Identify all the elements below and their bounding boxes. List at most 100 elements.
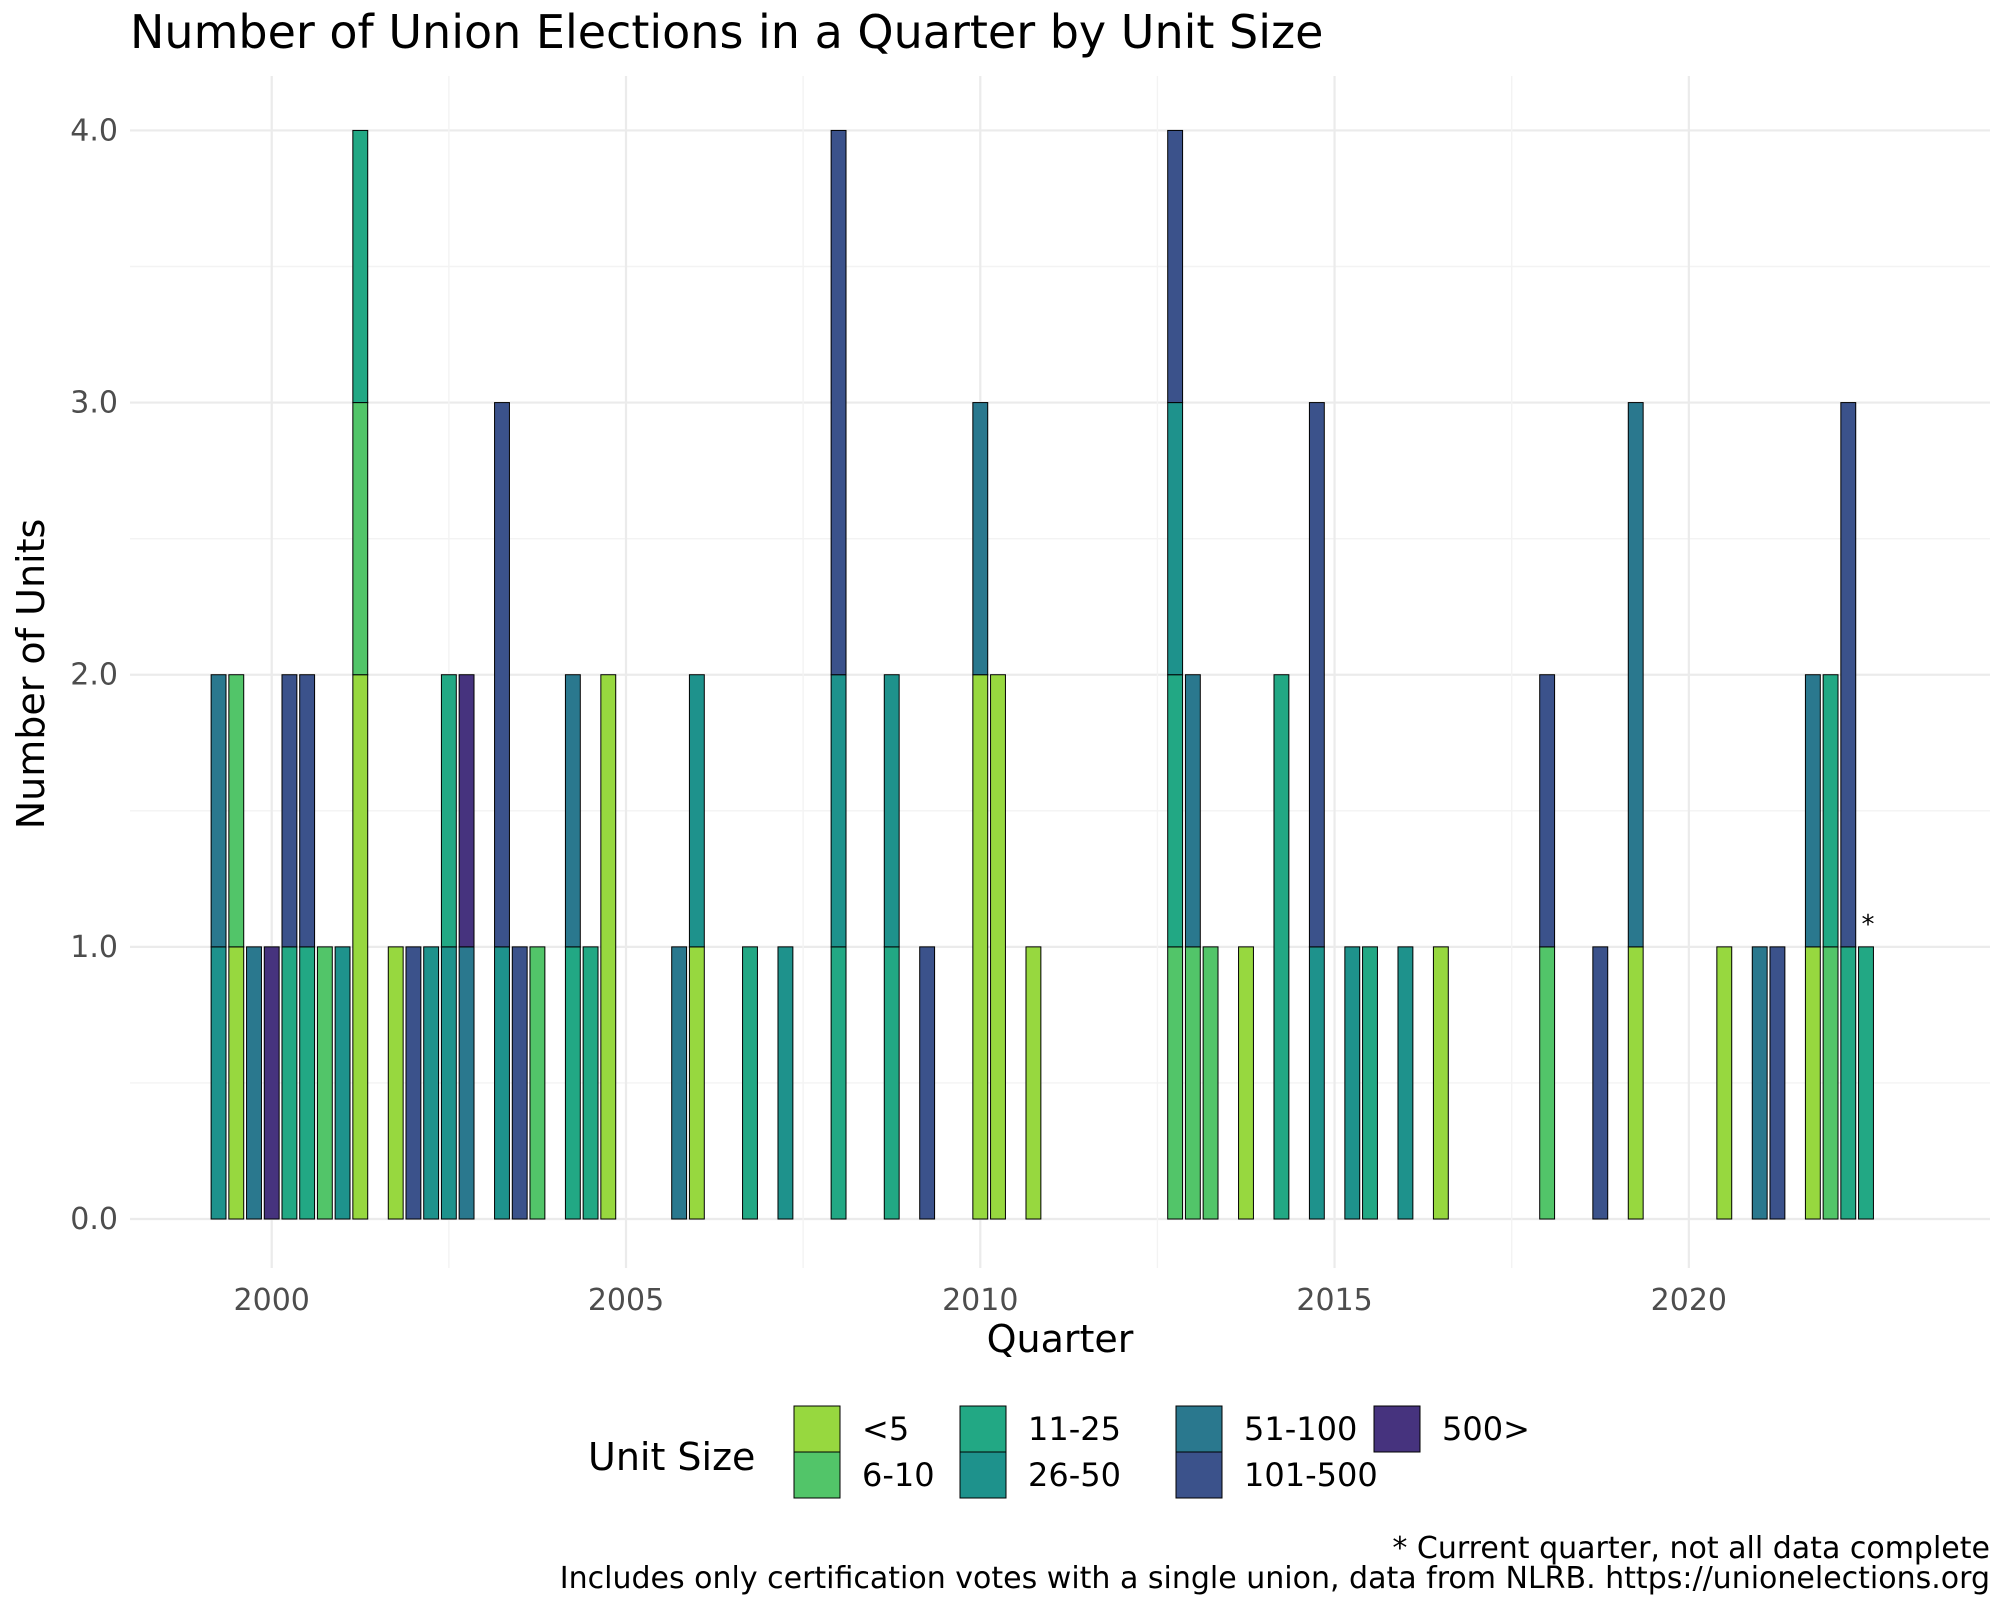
bar-segment [1167,674,1184,948]
bar-segment [1840,402,1857,948]
bar-segment [1397,946,1414,1220]
bar-segment [582,946,599,1220]
current-quarter-annotation: * [1862,910,1875,940]
bar-segment [600,674,617,1220]
legend-label: 26-50 [1028,1456,1121,1494]
bar-segment [972,402,989,676]
y-axis-ticks: 0.0 1.0 2.0 3.0 4.0 [70,113,118,1237]
bar-segment [1751,946,1768,1220]
bar-segment [990,674,1006,1220]
bar-segment [1184,674,1201,948]
bar-segment [1627,402,1644,948]
bar-segment [1840,946,1857,1220]
x-tick-label: 2020 [1651,1283,1727,1318]
bar-segment [1716,946,1733,1220]
bar-segment [1627,946,1644,1220]
caption-current-quarter: * Current quarter, not all data complete [1392,1531,1990,1566]
bar-segment [1344,946,1361,1220]
x-tick-label: 2010 [942,1283,1018,1318]
legend-label: 101-500 [1244,1456,1378,1494]
x-axis-ticks: 2000 2005 2010 2015 2020 [234,1283,1728,1318]
bar-segment [228,946,245,1220]
bar-segment [281,674,298,948]
y-tick-label: 4.0 [70,113,118,148]
legend-label: 51-100 [1244,1410,1357,1448]
bar-segment [511,946,528,1220]
bar-segment [263,946,280,1220]
x-tick-label: 2015 [1296,1283,1372,1318]
legend-swatch [793,1405,841,1453]
legend-label: <5 [862,1410,909,1448]
legend-swatch [959,1405,1007,1453]
bar-segment [1238,946,1254,1220]
bar-segment [1804,674,1821,948]
legend-label: 500> [1442,1410,1530,1448]
bar-segment [1184,946,1201,1220]
bar-segment [387,946,404,1220]
bar-segment [281,946,298,1220]
bar-segment [671,946,688,1220]
bar-segment [742,946,758,1220]
bar-segment [1308,402,1325,948]
bar-segment [246,946,262,1220]
bar-segment [919,946,936,1220]
bar-segment [1202,946,1219,1220]
bar-segment [564,946,581,1220]
bar-segment [494,946,510,1220]
bar-segment [1822,674,1839,948]
bar-segment [405,946,422,1220]
bar-segment [1804,946,1821,1220]
bar-segment [1167,946,1184,1220]
legend-swatch [1175,1405,1223,1453]
bar-segment [688,946,705,1220]
x-tick-label: 2000 [234,1283,310,1318]
bar-segment [1432,946,1449,1220]
bar-segment [529,946,546,1220]
legend-swatch [1373,1405,1421,1453]
bar-segment [883,674,900,948]
bar-segment [1308,946,1325,1220]
bar-segment [564,674,581,948]
bar-segment [830,129,847,676]
bar-segment [777,946,794,1220]
bar-segment [830,674,847,948]
legend-label: 6-10 [862,1456,935,1494]
bar-segment [210,674,227,948]
legend-label: 11-25 [1028,1410,1121,1448]
y-tick-label: 2.0 [70,658,118,693]
y-axis-title: Number of Units [9,519,53,830]
bar-segment [1362,946,1378,1220]
y-tick-label: 0.0 [70,1202,118,1237]
x-tick-label: 2005 [588,1283,664,1318]
bar-segment [334,946,351,1220]
bar-segment [688,674,705,948]
bar-segment [299,946,316,1220]
chart-title: Number of Union Elections in a Quarter b… [130,5,1323,59]
bar-segment [440,674,457,948]
bar-segment [494,402,510,948]
bar-segment [1025,946,1042,1220]
caption-source: Includes only certification votes with a… [560,1561,1990,1596]
legend: Unit Size <5 6-10 11-25 26-50 51-100 101-500 50… [588,1405,1530,1499]
legend-swatch [1175,1451,1223,1499]
bar-segment [228,674,245,948]
bar-segment [1539,674,1556,948]
bar-segment [210,946,227,1220]
bar-segment [1167,402,1184,676]
bars [210,129,1874,1220]
bar-segment [1167,129,1184,404]
bar-segment [440,946,457,1220]
bar-segment [830,946,847,1220]
bar-segment [458,946,475,1220]
bar-segment [423,946,440,1220]
bar-segment [1858,946,1874,1220]
bar-segment [883,946,900,1220]
bar-segment [316,946,333,1220]
bar-segment [1769,946,1786,1220]
bar-segment [352,674,369,1220]
legend-swatch [793,1451,841,1499]
bar-segment [1273,674,1290,1220]
legend-title: Unit Size [588,1435,755,1479]
bar-segment [299,674,316,948]
